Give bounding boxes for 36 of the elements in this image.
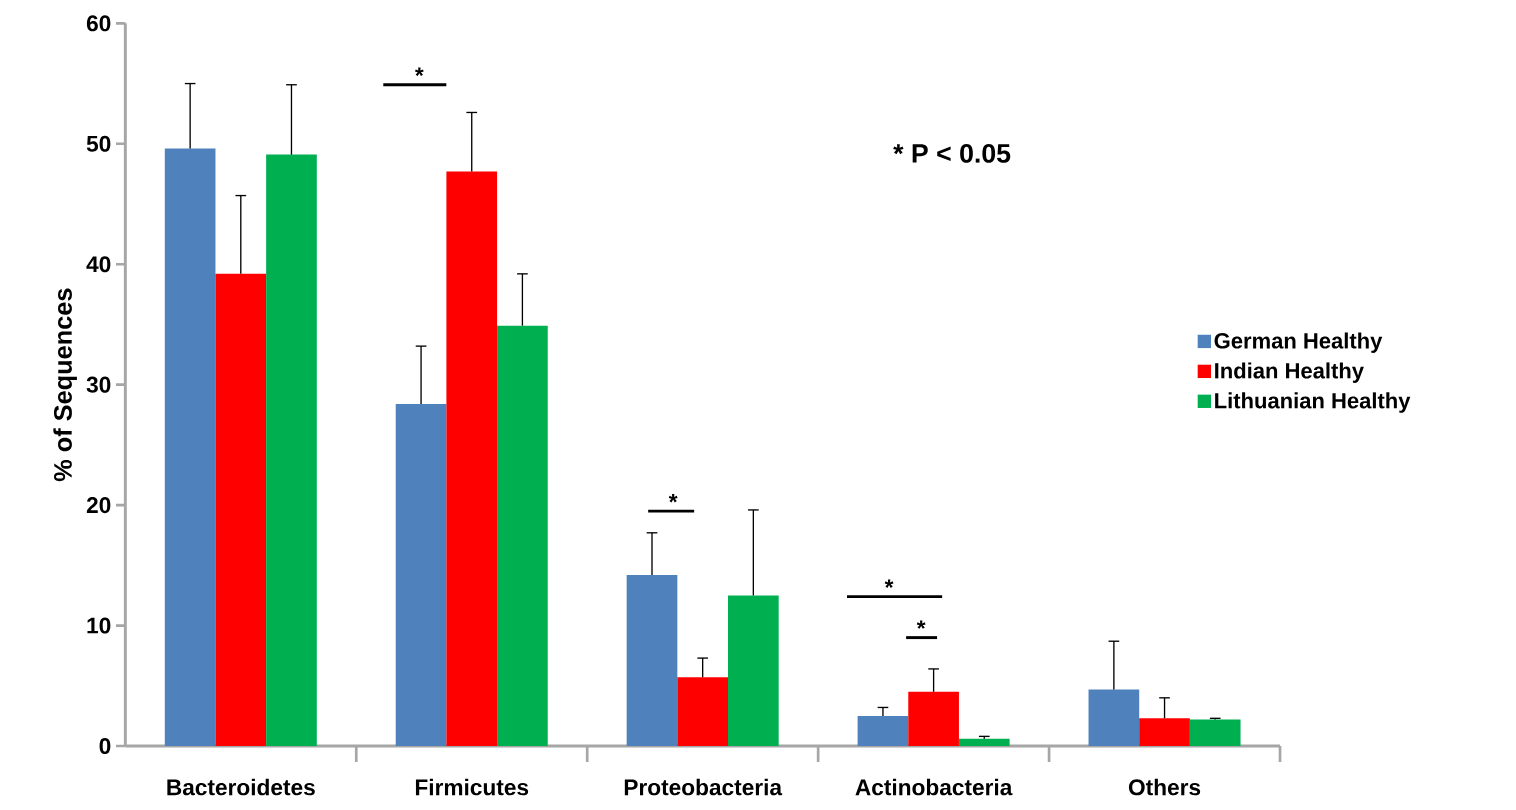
bar bbox=[1088, 689, 1140, 746]
bar bbox=[164, 148, 216, 746]
bar bbox=[1139, 718, 1190, 746]
bar bbox=[497, 325, 548, 746]
annotation: * P < 0.05 bbox=[893, 143, 1011, 163]
x-tick-label: Proteobacteria bbox=[624, 778, 783, 796]
y-tick-label: 40 bbox=[86, 256, 111, 273]
legend-label: German Healthy bbox=[1214, 332, 1383, 353]
legend-label: Lithuanian Healthy bbox=[1215, 392, 1411, 413]
bar bbox=[266, 154, 317, 746]
bar bbox=[857, 715, 909, 746]
bar bbox=[908, 691, 959, 746]
bar bbox=[215, 273, 267, 746]
annotation: * bbox=[414, 67, 424, 77]
y-tick-label: 60 bbox=[86, 15, 111, 32]
y-tick-label: 50 bbox=[86, 135, 111, 152]
bar bbox=[677, 677, 729, 746]
y-axis-title: % of Sequences bbox=[53, 288, 77, 482]
bar bbox=[395, 403, 447, 746]
annotation: * bbox=[916, 620, 926, 629]
legend-label: Indian Healthy bbox=[1215, 362, 1364, 383]
x-tick-label: Others bbox=[1128, 778, 1201, 796]
bar bbox=[1189, 719, 1241, 746]
bar bbox=[446, 171, 498, 746]
x-tick-label: Bacteroidetes bbox=[167, 778, 315, 796]
bar bbox=[626, 574, 678, 746]
y-tick-label: 10 bbox=[87, 617, 111, 634]
bar bbox=[958, 738, 1010, 746]
y-tick-label: 20 bbox=[86, 497, 111, 514]
y-tick-label: 0 bbox=[99, 737, 111, 755]
x-tick-label: Actinobacteria bbox=[855, 778, 1013, 796]
annotation: * bbox=[884, 579, 894, 588]
y-tick-label: 30 bbox=[86, 376, 111, 393]
x-tick-label: Firmicutes bbox=[415, 778, 529, 796]
annotation: * bbox=[668, 493, 678, 503]
bar bbox=[728, 595, 779, 746]
